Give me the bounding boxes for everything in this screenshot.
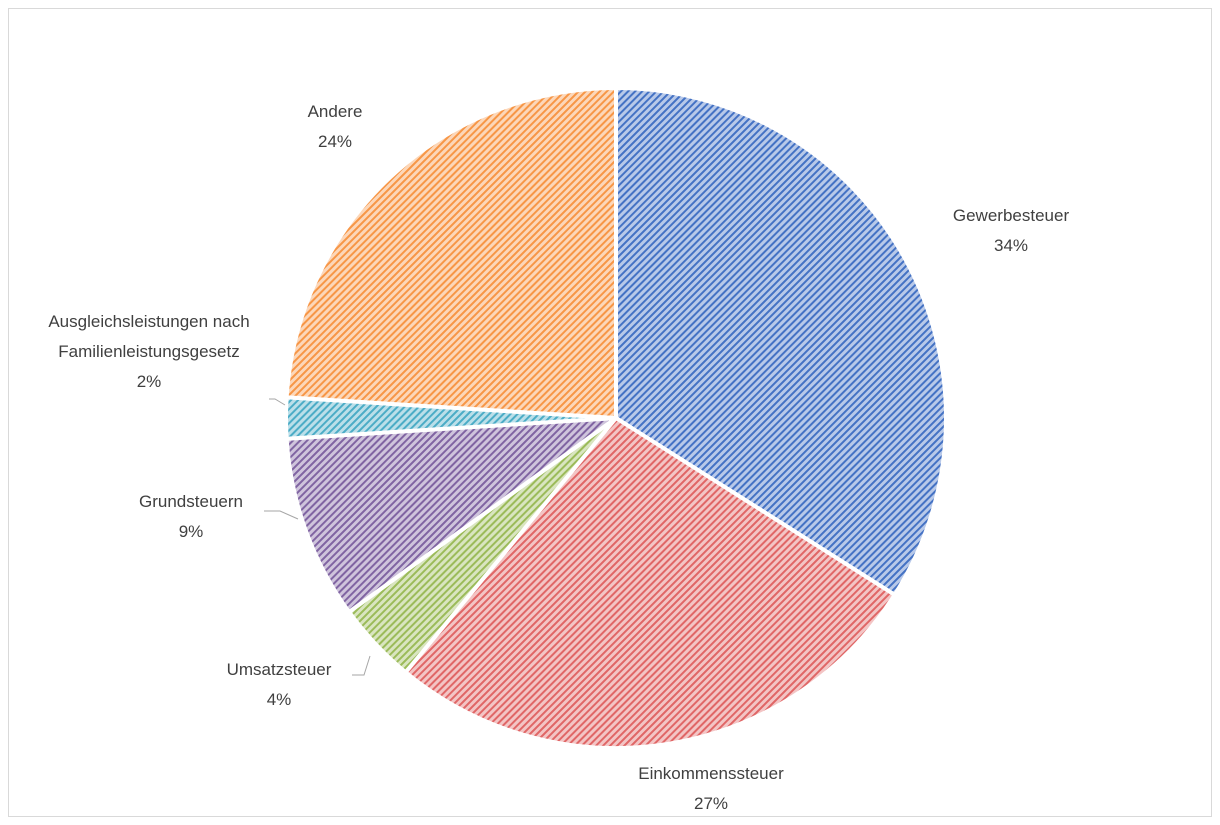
data-label-umsatzsteuer: Umsatzsteuer 4% <box>227 660 332 709</box>
data-label-andere: Andere 24% <box>308 102 363 151</box>
chart-area: Gewerbesteuer 34% Einkommenssteuer 27% Umsat… <box>8 8 1212 817</box>
pie-chart: Gewerbesteuer 34% Einkommenssteuer 27% Umsat… <box>48 86 1070 813</box>
pie-slice-einkommenssteuer <box>403 416 897 750</box>
data-label-gewerbesteuer: Gewerbesteuer 34% <box>953 206 1070 255</box>
leader-line <box>269 398 286 406</box>
data-label-ausgleichsleistungen-nach-familienleistungsgesetz: Ausgleichsleistungen nach Familienleistun… <box>48 312 249 391</box>
data-label-grundsteuern: Grundsteuern 9% <box>139 492 243 541</box>
pie-slice-andere <box>284 86 618 420</box>
pie-slice-grundsteuern <box>284 416 618 614</box>
data-label-einkommenssteuer: Einkommenssteuer 27% <box>638 764 784 813</box>
leader-line <box>352 655 371 676</box>
leader-line <box>264 510 299 520</box>
